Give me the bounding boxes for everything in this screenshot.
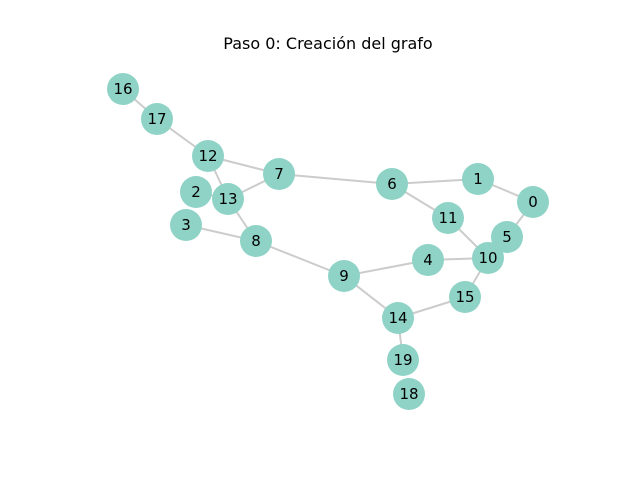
node-label: 9 bbox=[339, 267, 349, 285]
node-circle bbox=[387, 344, 419, 376]
node-10: 10 bbox=[472, 242, 504, 274]
node-14: 14 bbox=[382, 302, 414, 334]
node-circle bbox=[212, 183, 244, 215]
node-0: 0 bbox=[517, 186, 549, 218]
node-label: 15 bbox=[455, 288, 474, 306]
node-label: 6 bbox=[387, 175, 397, 193]
node-3: 3 bbox=[170, 209, 202, 241]
node-circle bbox=[107, 73, 139, 105]
node-11: 11 bbox=[432, 202, 464, 234]
node-circle bbox=[376, 168, 408, 200]
node-label: 10 bbox=[478, 249, 497, 267]
node-2: 2 bbox=[180, 176, 212, 208]
node-12: 12 bbox=[192, 140, 224, 172]
node-19: 19 bbox=[387, 344, 419, 376]
node-circle bbox=[491, 221, 523, 253]
node-label: 4 bbox=[423, 251, 433, 269]
node-label: 1 bbox=[473, 170, 483, 188]
node-9: 9 bbox=[328, 260, 360, 292]
node-circle bbox=[412, 244, 444, 276]
node-4: 4 bbox=[412, 244, 444, 276]
node-circle bbox=[432, 202, 464, 234]
node-16: 16 bbox=[107, 73, 139, 105]
node-13: 13 bbox=[212, 183, 244, 215]
node-circle bbox=[393, 378, 425, 410]
node-label: 19 bbox=[393, 351, 412, 369]
node-label: 18 bbox=[399, 385, 418, 403]
node-circle bbox=[517, 186, 549, 218]
node-circle bbox=[170, 209, 202, 241]
node-label: 12 bbox=[198, 147, 217, 165]
node-label: 0 bbox=[528, 193, 538, 211]
node-8: 8 bbox=[240, 225, 272, 257]
node-circle bbox=[180, 176, 212, 208]
node-7: 7 bbox=[263, 158, 295, 190]
node-6: 6 bbox=[376, 168, 408, 200]
node-label: 14 bbox=[388, 309, 407, 327]
node-circle bbox=[141, 103, 173, 135]
node-label: 7 bbox=[274, 165, 284, 183]
node-17: 17 bbox=[141, 103, 173, 135]
node-label: 8 bbox=[251, 232, 261, 250]
edge-7-6 bbox=[278, 173, 393, 185]
node-circle bbox=[192, 140, 224, 172]
node-circle bbox=[263, 158, 295, 190]
node-circle bbox=[328, 260, 360, 292]
node-label: 16 bbox=[113, 80, 132, 98]
node-circle bbox=[382, 302, 414, 334]
node-label: 13 bbox=[218, 190, 237, 208]
node-circle bbox=[472, 242, 504, 274]
node-label: 5 bbox=[502, 228, 512, 246]
node-5: 5 bbox=[491, 221, 523, 253]
node-15: 15 bbox=[449, 281, 481, 313]
node-circle bbox=[462, 163, 494, 195]
node-1: 1 bbox=[462, 163, 494, 195]
node-circle bbox=[449, 281, 481, 313]
figure-title: Paso 0: Creación del grafo bbox=[223, 34, 432, 53]
node-circle bbox=[240, 225, 272, 257]
node-label: 11 bbox=[438, 209, 457, 227]
node-label: 2 bbox=[191, 183, 201, 201]
node-label: 3 bbox=[181, 216, 191, 234]
node-label: 17 bbox=[147, 110, 166, 128]
node-18: 18 bbox=[393, 378, 425, 410]
